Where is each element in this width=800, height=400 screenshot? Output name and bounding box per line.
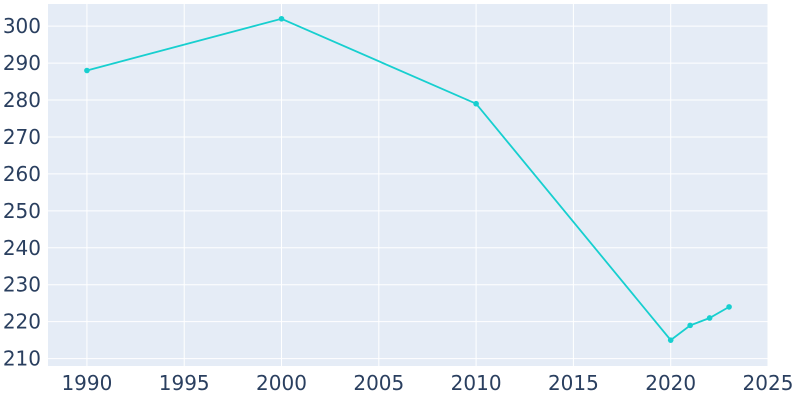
data-points [84,15,732,343]
y-tick-label-290: 290 [3,51,41,75]
x-gridlines [86,4,769,366]
data-point-2021 [687,322,693,329]
x-tick-label-2000: 2000 [256,371,307,395]
y-tick-labels: 210 220 230 240 250 260 270 280 290 300 [3,14,41,370]
y-tick-label-240: 240 [3,236,41,260]
y-tick-label-280: 280 [3,88,41,112]
y-tick-label-250: 250 [3,199,41,223]
data-point-2023 [726,304,732,310]
y-tick-label-230: 230 [3,273,41,297]
data-point-2000 [278,15,285,22]
y-tick-label-300: 300 [3,14,41,38]
x-tick-label-2005: 2005 [353,371,404,395]
x-tick-label-2010: 2010 [451,371,502,395]
x-tick-label-1995: 1995 [159,371,210,395]
x-tick-labels: 1990 1995 2000 2005 2010 2015 2020 2025 [61,371,793,395]
x-tick-label-1990: 1990 [61,371,112,395]
plot-area [48,4,768,366]
y-tick-label-270: 270 [3,125,41,149]
x-tick-label-2025: 2025 [743,371,794,395]
y-tick-label-210: 210 [3,347,41,371]
data-point-2022 [706,315,713,321]
y-tick-label-220: 220 [3,310,41,334]
y-tick-label-260: 260 [3,162,41,186]
x-tick-label-2020: 2020 [645,371,696,395]
data-point-2010 [473,100,479,107]
x-tick-label-2015: 2015 [548,371,599,395]
data-point-1990 [84,67,90,74]
data-point-2020 [667,337,674,343]
y-gridlines [48,25,768,360]
